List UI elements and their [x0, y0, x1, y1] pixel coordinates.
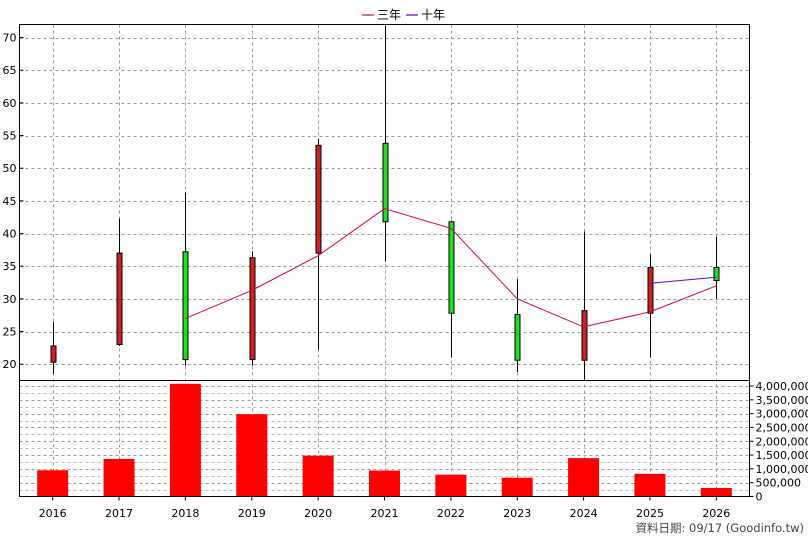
year-tick-label: 2021 [371, 507, 399, 520]
volume-bar [104, 459, 135, 497]
volume-bar [568, 458, 599, 496]
volume-tick-label: 3,500,000 [756, 394, 808, 407]
legend-label-10yr: 十年 [421, 8, 445, 22]
candle-body [117, 253, 122, 344]
candle-body [316, 145, 321, 253]
candle-body [582, 311, 587, 361]
year-tick-label: 2022 [437, 507, 465, 520]
volume-bar [435, 475, 466, 497]
volume-bar [369, 471, 400, 497]
price-tick-label: 65 [3, 64, 17, 77]
legend: 三年 十年 [362, 8, 445, 22]
year-tick-label: 2018 [171, 507, 199, 520]
year-tick-label: 2016 [39, 507, 67, 520]
volume-tick-label: 0 [756, 491, 763, 504]
year-axis: 2016 2017 2018 2019 2020 2021 2022 2023 2024 2025… [39, 497, 731, 521]
volume-bar [236, 414, 267, 496]
gridlines [20, 25, 750, 497]
candle-body [51, 346, 56, 362]
year-tick-label: 2019 [238, 507, 266, 520]
volume-bar [634, 474, 665, 497]
volume-tick-label: 500,000 [756, 477, 802, 490]
price-tick-label: 45 [3, 195, 17, 208]
price-tick-label: 20 [3, 358, 17, 371]
plot-frame [20, 25, 750, 497]
price-tick-label: 50 [3, 162, 17, 175]
volume-tick-label: 2,500,000 [756, 421, 808, 434]
price-tick-label: 40 [3, 228, 17, 241]
year-tick-label: 2017 [105, 507, 133, 520]
volume-bar [701, 488, 732, 497]
year-tick-label: 2024 [570, 507, 598, 520]
volume-tick-label: 1,500,000 [756, 449, 808, 462]
volume-bar [502, 478, 533, 497]
volume-bar [303, 456, 334, 497]
price-tick-label: 35 [3, 260, 17, 273]
volume-axis: 0500,0001,000,0001,500,0002,000,0002,500… [750, 380, 808, 503]
ma-line [650, 277, 716, 283]
volume-tick-label: 3,000,000 [756, 408, 808, 421]
volume-bar [37, 470, 68, 496]
data-date-footer: 資料日期: 09/17 (Goodinfo.tw) [635, 521, 804, 535]
price-tick-label: 60 [3, 97, 17, 110]
volume-tick-label: 4,000,000 [756, 380, 808, 393]
candle-body [515, 315, 520, 361]
year-tick-label: 2025 [636, 507, 664, 520]
price-tick-label: 70 [3, 32, 17, 45]
candle-body [648, 267, 653, 313]
volume-tick-label: 1,000,000 [756, 463, 808, 476]
candle-body [449, 222, 454, 313]
candle-body [250, 258, 255, 360]
volume-bar [170, 384, 201, 497]
year-tick-label: 2020 [304, 507, 332, 520]
price-tick-label: 55 [3, 130, 17, 143]
year-tick-label: 2026 [702, 507, 730, 520]
candle-body [183, 252, 188, 360]
volume-tick-label: 2,000,000 [756, 435, 808, 448]
legend-label-3yr: 三年 [377, 8, 401, 22]
candle-body [714, 267, 719, 280]
price-tick-label: 30 [3, 293, 17, 306]
year-tick-label: 2023 [503, 507, 531, 520]
price-tick-label: 25 [3, 326, 17, 339]
